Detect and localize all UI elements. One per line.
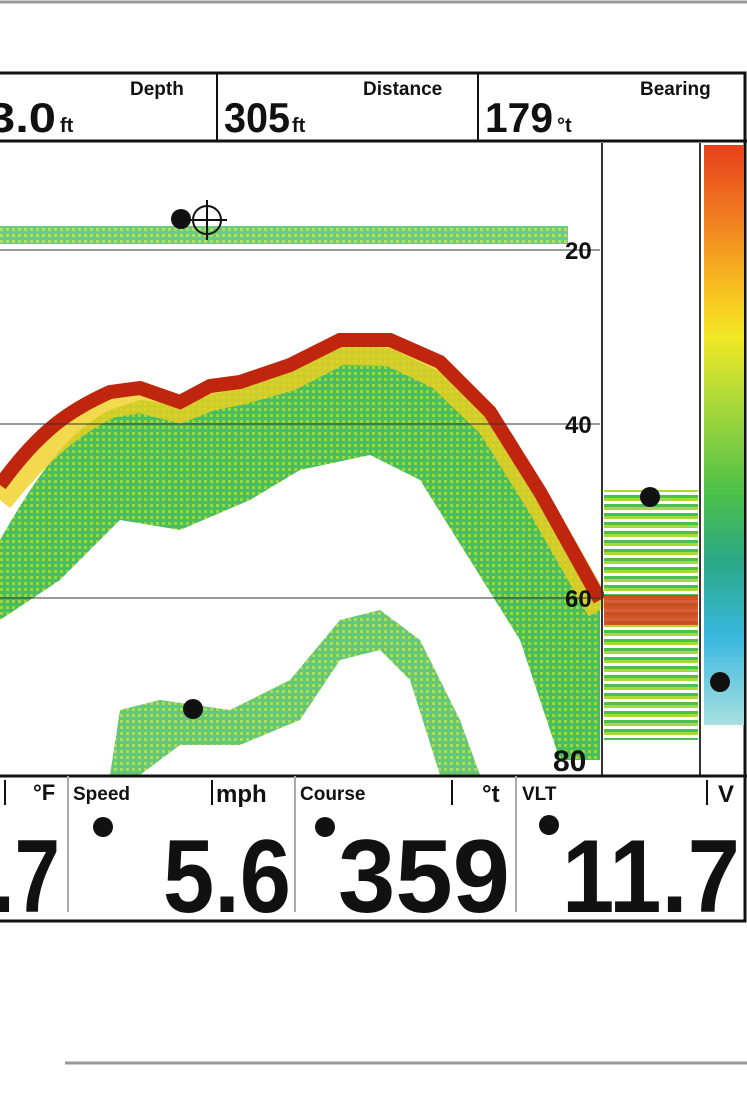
bottom-echo-red bbox=[0, 333, 607, 604]
depth-label: 20 bbox=[565, 238, 592, 265]
sonar-view: 20 40 60 80 bbox=[0, 143, 744, 778]
color-scale bbox=[704, 145, 744, 725]
readout-label: Course bbox=[300, 784, 365, 805]
readout-unit: ft bbox=[292, 115, 306, 137]
surface-clutter bbox=[0, 226, 568, 244]
readout-value: 11.7 bbox=[562, 819, 740, 935]
cursor bbox=[187, 200, 227, 240]
readout-label: Distance bbox=[363, 79, 442, 100]
readout-label: Depth bbox=[130, 79, 184, 100]
readout-label: Bearing bbox=[640, 79, 711, 100]
bottom-echo-yellow bbox=[0, 338, 612, 617]
readout-value: 179 bbox=[485, 94, 553, 141]
callout-dots bbox=[93, 815, 559, 837]
readout-unit: °t bbox=[557, 115, 572, 137]
a-scope-peak bbox=[604, 595, 698, 625]
bottom-echo bbox=[0, 345, 600, 760]
depth-label: 40 bbox=[565, 412, 592, 439]
callout-dots bbox=[171, 209, 730, 719]
depth-label: 60 bbox=[565, 586, 592, 613]
readout-label: Speed bbox=[73, 784, 130, 805]
readout-unit: mph bbox=[216, 781, 267, 808]
readout-value: 305 bbox=[224, 94, 290, 141]
second-echo bbox=[110, 610, 480, 775]
readout-value: 5.6 bbox=[163, 819, 291, 935]
depth-label: 80 bbox=[553, 745, 586, 778]
readout-unit: ft bbox=[60, 115, 74, 137]
readout-value: 359 bbox=[338, 819, 510, 935]
readout-unit: °F bbox=[33, 780, 55, 805]
readout-unit: V bbox=[718, 781, 734, 808]
readout-value: 3.0 bbox=[0, 94, 56, 141]
top-bar: 3.0 ft Depth 305 ft Distance 179 °t Bear… bbox=[0, 73, 747, 143]
readout-label: VLT bbox=[522, 784, 557, 805]
readout-value: .7 bbox=[0, 819, 60, 935]
readout-unit: °t bbox=[482, 781, 500, 808]
bottom-bar: °F .7 Speed mph 5.6 Course °t 359 VLT V … bbox=[0, 774, 747, 935]
